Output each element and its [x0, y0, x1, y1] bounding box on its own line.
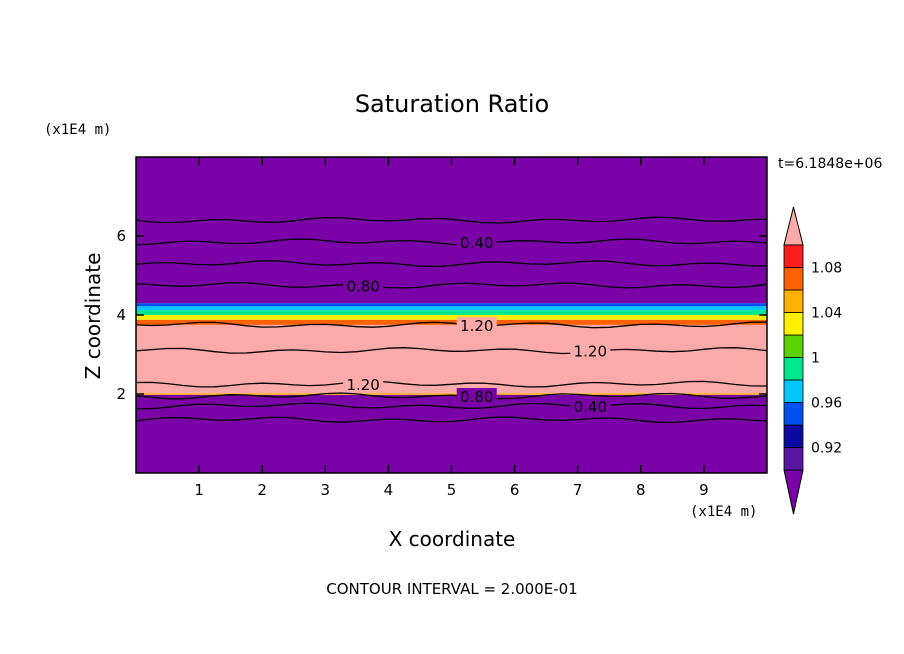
- colorbar-segment-7: [783, 289, 804, 313]
- contour-label-bg-5: [570, 342, 611, 359]
- x-tick-label: 6: [510, 481, 520, 499]
- y-tick-label: 4: [116, 306, 126, 324]
- x-tick-label: 5: [447, 481, 457, 499]
- saturation-band-8: [136, 157, 767, 304]
- y-axis: 2 4 6: [116, 227, 767, 403]
- colorbar-segment-9: [783, 244, 804, 268]
- contour-label-bg-7: [456, 387, 497, 404]
- contour-line-9: [135, 416, 768, 424]
- contour-label-3: 0.80: [346, 277, 379, 295]
- colorbar-tick-label: 1.04: [811, 306, 842, 322]
- contour-label-1: 0.40: [460, 234, 493, 252]
- saturation-band-3: [136, 319, 767, 325]
- colorbar-segment-3: [783, 379, 804, 403]
- colorbar-segment-4: [783, 357, 804, 381]
- colorbar-tick-label: 0.92: [811, 441, 842, 457]
- contour-line-2: [135, 260, 768, 268]
- saturation-band-5: [136, 310, 767, 315]
- contour-line-3: [135, 281, 768, 289]
- chart-title: Saturation Ratio: [355, 90, 549, 118]
- y-tick-label: 2: [116, 385, 126, 403]
- x-tick-label: 2: [257, 481, 267, 499]
- x-tick-label: 9: [699, 481, 709, 499]
- colorbar-tick-label: 0.96: [811, 396, 842, 412]
- colorbar-segment-5: [783, 334, 804, 358]
- x-tick-label: 7: [573, 481, 583, 499]
- time-label: t=6.1848e+06: [778, 156, 882, 172]
- colorbar-under-triangle: [783, 469, 804, 515]
- contour-line-5: [135, 347, 768, 355]
- contour-label-bg-1: [456, 233, 497, 250]
- contour-label-bg-4: [456, 316, 497, 333]
- saturation-band-1: [136, 393, 767, 395]
- x-tick-label: 8: [636, 481, 646, 499]
- contour-line-7: [135, 392, 768, 400]
- colorbar: 0.92 0.96 1 1.04 1.08: [783, 206, 842, 515]
- contour-label-5: 1.20: [574, 343, 607, 361]
- saturation-band-6: [136, 306, 767, 311]
- contour-lines: 0.40 0.80 1.20 1.20 1.20 0.80 0.40: [135, 216, 768, 424]
- plot-area: [136, 157, 767, 473]
- contour-label-6: 1.20: [346, 376, 379, 394]
- contour-label-bg-3: [343, 277, 384, 294]
- contour-line-4: [135, 321, 768, 329]
- saturation-band-4: [136, 315, 767, 320]
- colorbar-segment-6: [783, 312, 804, 336]
- x-axis-label: X coordinate: [389, 527, 516, 551]
- contour-label-bg-6: [343, 376, 384, 393]
- contour-label-4: 1.20: [460, 317, 493, 335]
- colorbar-tick-label: 1: [811, 351, 820, 367]
- contour-label-7: 0.80: [460, 388, 493, 406]
- contour-line-0: [135, 216, 768, 224]
- colorbar-tick-label: 1.08: [811, 261, 842, 277]
- x-tick-label: 1: [194, 481, 204, 499]
- x-axis: 1 2 3 4 5 6 7 8 9: [194, 157, 709, 499]
- x-units-label: (x1E4 m): [690, 504, 757, 520]
- y-units-label: (x1E4 m): [44, 122, 111, 138]
- y-axis-label: Z coordinate: [81, 253, 105, 380]
- colorbar-segment-0: [783, 447, 804, 471]
- x-tick-label: 4: [384, 481, 394, 499]
- y-tick-label: 6: [116, 227, 126, 245]
- colorbar-segment-8: [783, 267, 804, 291]
- contour-line-8: [136, 402, 768, 410]
- contour-interval-note: CONTOUR INTERVAL = 2.000E-01: [326, 580, 577, 598]
- colorbar-segment-2: [783, 402, 804, 426]
- colorbar-segment-1: [783, 424, 804, 448]
- contour-label-8: 0.40: [574, 398, 607, 416]
- x-tick-label: 3: [321, 481, 331, 499]
- saturation-band-7: [136, 303, 767, 307]
- contour-line-1: [135, 238, 768, 246]
- colorbar-over-triangle: [783, 206, 804, 246]
- contour-line-6: [135, 380, 768, 388]
- contour-label-bg-8: [570, 397, 611, 414]
- saturation-band-2: [136, 324, 767, 394]
